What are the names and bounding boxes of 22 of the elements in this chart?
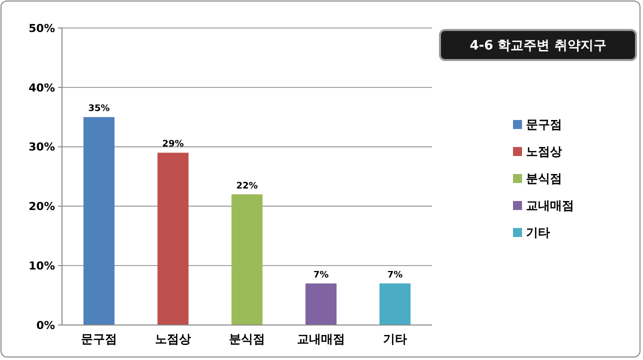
x-tick-label: 노점상 [155,332,191,346]
x-tick-label: 분식점 [229,332,265,346]
data-label: 22% [236,181,258,192]
data-label: 7% [313,270,329,280]
data-label: 35% [88,104,110,114]
legend-label: 노점상 [526,144,562,159]
text: 4-6 학교주변 취약지구 [470,38,606,54]
legend-label: 교내매점 [526,198,574,213]
legend-label: 문구점 [526,118,562,132]
x-tick-label: 교내매점 [297,332,345,346]
legend-label: 기타 [526,226,550,240]
y-tick-label: 40% [28,81,55,94]
legend-label: 분식점 [526,172,562,186]
data-label: 29% [162,140,184,150]
x-tick-label: 문구점 [81,332,117,346]
x-tick-label: 기타 [383,332,407,346]
y-tick-label: 50% [28,22,55,35]
data-label: 7% [387,270,403,280]
y-tick-label: 0% [36,318,55,332]
y-tick-label: 20% [28,200,55,214]
y-tick-label: 10% [28,259,55,272]
y-tick-label: 30% [28,140,55,154]
